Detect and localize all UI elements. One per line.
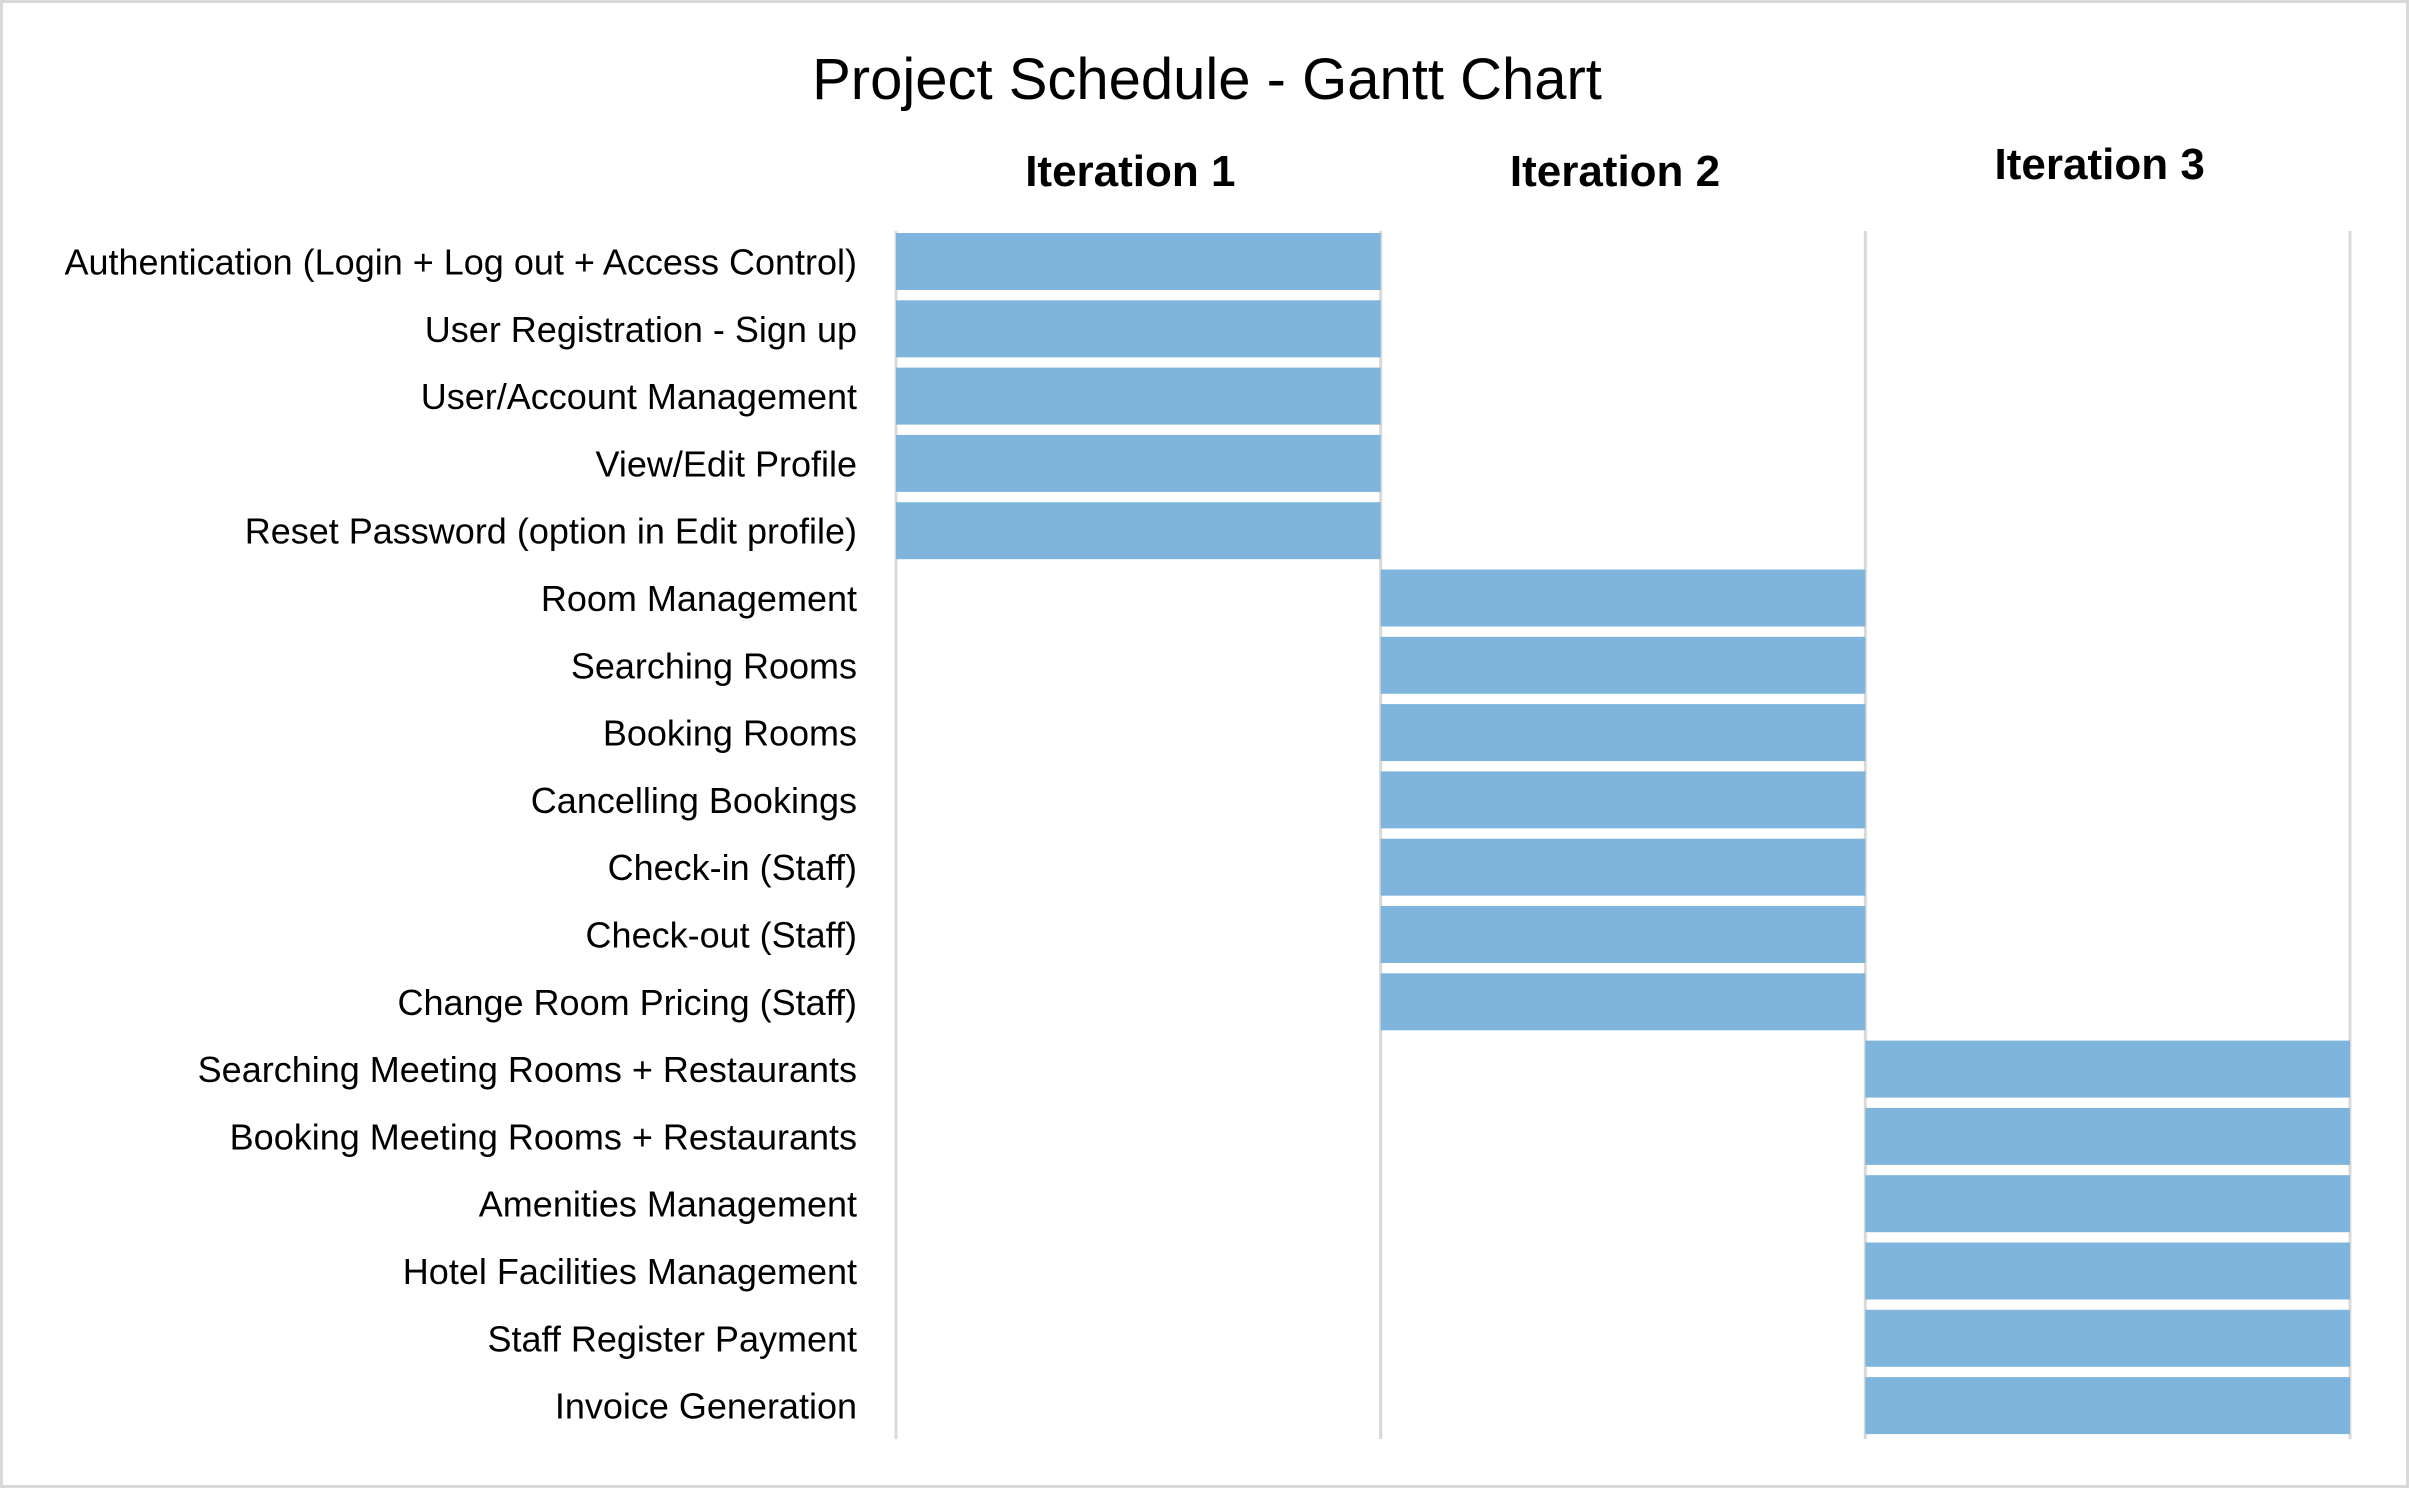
task-label: Authentication (Login + Log out + Access… <box>65 242 858 283</box>
iteration-label: Iteration 1 <box>1025 147 1235 196</box>
chart-title: Project Schedule - Gantt Chart <box>812 47 1602 112</box>
iteration-label: Iteration 2 <box>1510 147 1720 196</box>
task-bar <box>1380 569 1866 627</box>
task-label: Amenities Management <box>479 1184 857 1225</box>
gantt-chart: Project Schedule - Gantt Chart Iteration… <box>65 47 2352 1439</box>
task-bar <box>1380 771 1866 829</box>
task-label: Check-out (Staff) <box>586 915 857 956</box>
task-bar <box>896 434 1381 492</box>
task-bar <box>1380 636 1866 694</box>
task-bar <box>1865 1107 2350 1165</box>
task-label: Reset Password (option in Edit profile) <box>245 511 857 552</box>
gridlines <box>894 231 2352 1439</box>
task-bar <box>896 233 1381 290</box>
task-label: Room Management <box>541 578 857 619</box>
task-bar <box>896 367 1381 425</box>
task-labels: Authentication (Login + Log out + Access… <box>65 242 858 1427</box>
task-bar <box>896 300 1381 358</box>
task-label: Searching Rooms <box>571 645 857 686</box>
task-bar <box>1865 1040 2350 1098</box>
task-label: Hotel Facilities Management <box>403 1251 857 1292</box>
task-bar <box>1380 838 1866 896</box>
task-label: User Registration - Sign up <box>425 309 857 350</box>
iteration-labels: Iteration 1 Iteration 2 Iteration 3 <box>1025 140 2205 196</box>
task-bar <box>1380 906 1866 963</box>
task-label: Searching Meeting Rooms + Restaurants <box>198 1049 857 1090</box>
task-bar <box>1865 1377 2350 1435</box>
iteration-label: Iteration 3 <box>1995 140 2205 189</box>
task-label: Change Room Pricing (Staff) <box>397 982 857 1023</box>
task-bar <box>1380 973 1866 1031</box>
task-bar <box>896 502 1381 560</box>
task-label: Cancelling Bookings <box>531 780 857 821</box>
task-bars <box>896 233 2350 1435</box>
task-label: User/Account Management <box>421 376 857 417</box>
task-label: Invoice Generation <box>555 1386 857 1427</box>
task-bar <box>1865 1175 2350 1233</box>
task-label: Check-in (Staff) <box>608 847 857 888</box>
task-label: View/Edit Profile <box>596 443 857 484</box>
task-bar <box>1865 1309 2350 1367</box>
task-bar <box>1865 1242 2350 1300</box>
task-label: Booking Meeting Rooms + Restaurants <box>230 1116 857 1157</box>
task-label: Booking Rooms <box>603 713 857 754</box>
task-bar <box>1380 704 1866 762</box>
task-label: Staff Register Payment <box>487 1318 857 1359</box>
